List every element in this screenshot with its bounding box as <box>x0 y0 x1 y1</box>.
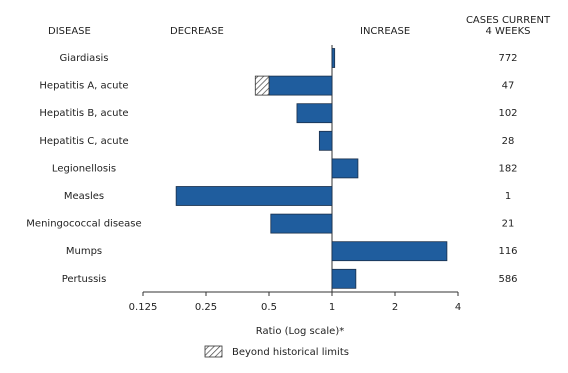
x-tick-label: 0.5 <box>261 302 277 313</box>
legend-label: Beyond historical limits <box>232 347 349 358</box>
y-tick-label: Meningococcal disease <box>26 219 141 230</box>
bar <box>318 130 333 151</box>
y-tick-label: Mumps <box>66 246 102 257</box>
cases-value: 772 <box>498 53 517 64</box>
header-disease: DISEASE <box>48 26 91 37</box>
y-tick-label: Hepatitis B, acute <box>39 108 128 119</box>
bar <box>331 48 336 68</box>
header-decrease: DECREASE <box>170 26 224 37</box>
bar <box>331 158 359 179</box>
cases-value: 116 <box>498 246 517 257</box>
y-tick-label: Measles <box>64 191 104 202</box>
cases-value: 28 <box>502 136 515 147</box>
bar <box>268 75 333 96</box>
x-tick-label: 1 <box>329 302 335 313</box>
bar <box>270 213 333 234</box>
legend-swatch <box>204 345 223 358</box>
y-tick-label: Pertussis <box>62 274 107 285</box>
y-tick-label: Hepatitis A, acute <box>39 81 128 92</box>
x-tick-label: 0.25 <box>195 302 217 313</box>
cases-value: 102 <box>498 108 517 119</box>
y-tick-label: Hepatitis C, acute <box>39 136 128 147</box>
cases-value: 47 <box>502 81 515 92</box>
cases-value: 1 <box>505 191 511 202</box>
bar <box>331 268 357 289</box>
header-cases: 4 WEEKS <box>486 26 531 37</box>
x-tick-label: 2 <box>392 302 398 313</box>
x-tick-label: 0.125 <box>129 302 158 313</box>
bar <box>175 186 333 206</box>
header-increase: INCREASE <box>360 26 410 37</box>
bar <box>296 103 333 124</box>
cases-value: 21 <box>502 219 515 230</box>
x-tick-label: 4 <box>455 302 461 313</box>
y-tick-label: Legionellosis <box>52 163 116 174</box>
cases-value: 182 <box>498 163 517 174</box>
x-axis-label: Ratio (Log scale)* <box>256 326 344 337</box>
bar <box>331 241 448 262</box>
bar-beyond-limit <box>254 75 270 96</box>
header-cases: CASES CURRENT <box>466 15 551 26</box>
y-tick-label: Giardiasis <box>59 53 108 64</box>
cases-value: 586 <box>498 274 517 285</box>
